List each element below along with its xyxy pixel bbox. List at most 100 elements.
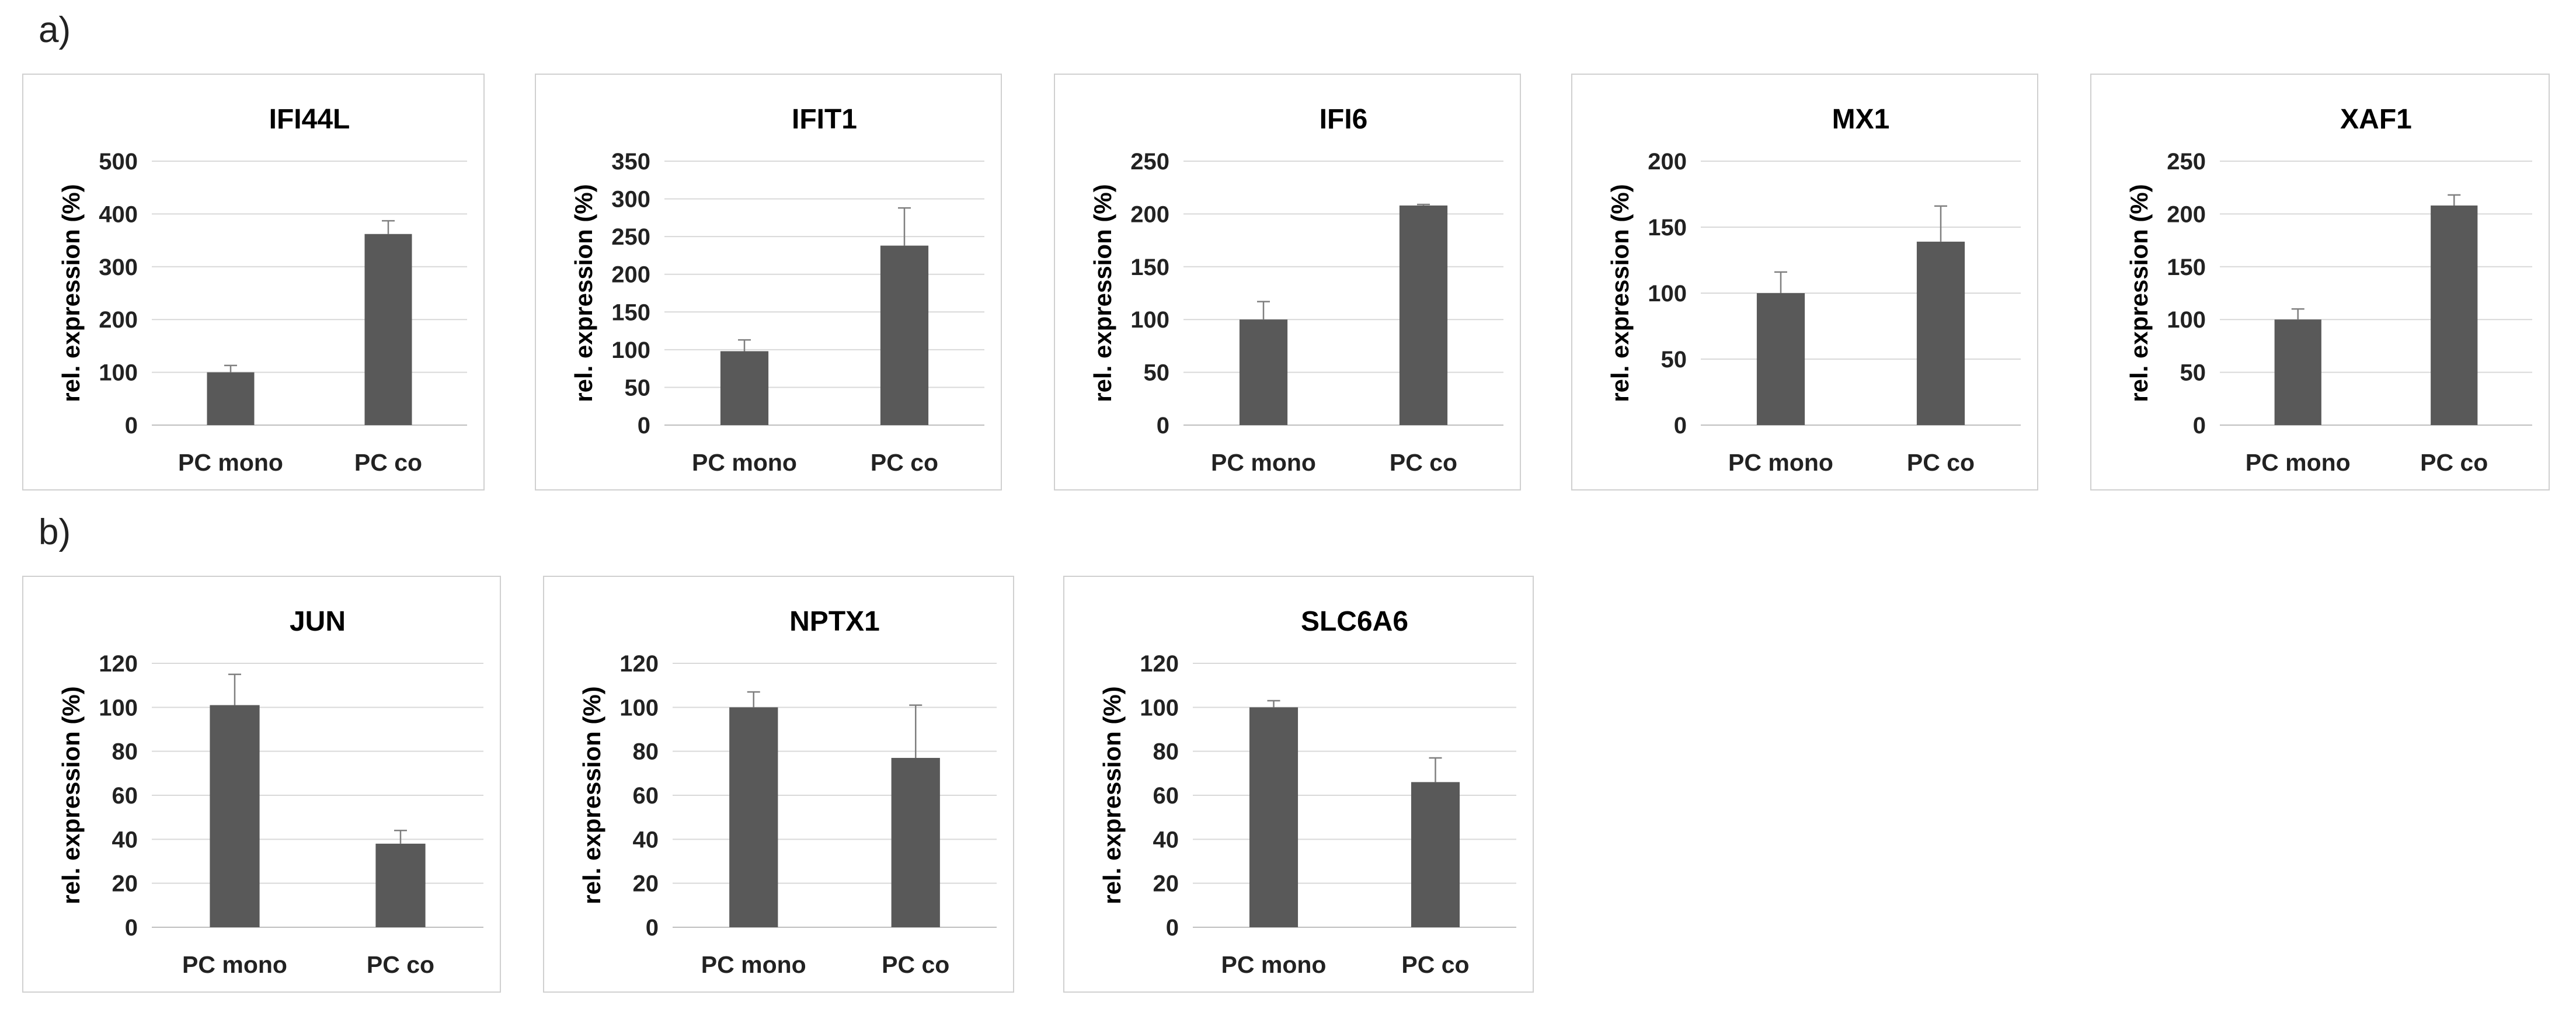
category-label: PC co [871, 449, 938, 476]
y-tick-label: 120 [1140, 651, 1179, 677]
category-label: PC co [354, 449, 422, 476]
y-tick-label: 250 [1130, 149, 1169, 175]
bar-pc-co [880, 245, 929, 425]
category-label: PC mono [2246, 449, 2351, 476]
y-tick-label: 50 [2180, 360, 2206, 386]
bar-pc-mono [1756, 293, 1805, 425]
y-tick-label: 80 [1153, 739, 1179, 765]
category-label: PC co [1390, 449, 1457, 476]
chart-title: SLC6A6 [1301, 606, 1408, 637]
y-tick-label: 0 [125, 915, 138, 941]
category-label: PC mono [182, 951, 287, 978]
y-tick-label: 0 [125, 413, 138, 439]
y-tick-label: 40 [1153, 827, 1179, 853]
chart-svg: JUN 0 20 40 60 80 100 120 rel. expression (%) PC … [57, 606, 483, 978]
chart-panel-xaf1: XAF1 0 50 100 150 200 250 rel. expression (%) PC… [2090, 74, 2550, 490]
bar-pc-mono [1249, 707, 1299, 927]
y-tick-label: 50 [1144, 360, 1170, 386]
y-tick-label: 0 [2193, 413, 2206, 439]
y-tick-label: 60 [1153, 783, 1179, 809]
panel-label-b: b) [39, 512, 71, 552]
y-axis-title: rel. expression (%) [57, 184, 85, 402]
chart-panel-ifit1: IFIT1 0 50 100 150 200 250 300 350 rel. expressio… [535, 74, 1002, 490]
y-tick-label: 0 [1166, 915, 1179, 941]
y-tick-label: 80 [633, 739, 659, 765]
bar-pc-mono [720, 351, 769, 425]
bar-pc-mono [729, 707, 778, 927]
y-tick-label: 300 [611, 187, 650, 213]
y-axis-title: rel. expression (%) [1098, 686, 1126, 904]
chart-svg: NPTX1 0 20 40 60 80 100 120 rel. expression (%) P… [578, 606, 997, 978]
chart-panel-slc6a6: SLC6A6 0 20 40 60 80 100 120 rel. expression (%)… [1063, 576, 1534, 993]
y-tick-label: 120 [99, 651, 138, 677]
chart-svg: IFIT1 0 50 100 150 200 250 300 350 rel. expressio… [570, 104, 984, 476]
y-axis-title: rel. expression (%) [1089, 184, 1116, 402]
y-tick-label: 100 [99, 360, 138, 386]
chart-svg: IFI44L 0 100 200 300 400 500 rel. expression (%… [57, 104, 467, 476]
bar-pc-co [1916, 241, 1965, 425]
y-tick-label: 250 [611, 224, 650, 250]
y-tick-label: 120 [619, 651, 659, 677]
y-tick-label: 20 [633, 871, 659, 897]
chart-title: JUN [290, 606, 346, 637]
category-label: PC mono [1728, 449, 1833, 476]
y-tick-label: 0 [1157, 413, 1169, 439]
chart-panel-ifi44l: IFI44L 0 100 200 300 400 500 rel. expression (%… [22, 74, 485, 490]
chart-svg: XAF1 0 50 100 150 200 250 rel. expression (%) PC… [2125, 104, 2532, 476]
bar-pc-mono [2274, 319, 2321, 425]
category-label: PC mono [692, 449, 797, 476]
y-tick-label: 0 [1674, 413, 1687, 439]
y-tick-label: 250 [2167, 149, 2206, 175]
category-label: PC co [2420, 449, 2488, 476]
panel-label-a: a) [39, 10, 71, 50]
category-label: PC co [367, 951, 434, 978]
y-tick-label: 100 [1648, 281, 1687, 307]
y-tick-label: 350 [611, 149, 650, 175]
y-tick-label: 300 [99, 255, 138, 280]
chart-title: NPTX1 [789, 606, 880, 637]
chart-title: IFI6 [1320, 104, 1368, 135]
chart-title: XAF1 [2340, 104, 2412, 135]
y-tick-label: 200 [99, 307, 138, 333]
y-tick-label: 40 [112, 827, 138, 853]
y-tick-label: 0 [638, 413, 650, 439]
bar-pc-mono [210, 705, 260, 927]
category-label: PC mono [701, 951, 806, 978]
chart-svg: SLC6A6 0 20 40 60 80 100 120 rel. expression (%)… [1098, 606, 1516, 978]
y-tick-label: 100 [99, 695, 138, 721]
y-tick-label: 50 [625, 375, 651, 401]
y-tick-label: 200 [611, 262, 650, 288]
chart-svg: IFI6 0 50 100 150 200 250 rel. expression (%) PC… [1089, 104, 1503, 476]
category-label: PC mono [1221, 951, 1327, 978]
y-axis-title: rel. expression (%) [578, 686, 605, 904]
y-tick-label: 200 [2167, 201, 2206, 227]
bar-pc-co [375, 843, 426, 927]
y-tick-label: 100 [619, 695, 659, 721]
y-tick-label: 150 [611, 300, 650, 325]
chart-title: MX1 [1832, 104, 1890, 135]
chart-svg: MX1 0 50 100 150 200 rel. expression (%) PC mon… [1606, 104, 2021, 476]
category-label: PC mono [1211, 449, 1316, 476]
chart-panel-mx1: MX1 0 50 100 150 200 rel. expression (%) PC mon… [1571, 74, 2038, 490]
y-tick-label: 20 [112, 871, 138, 897]
y-tick-label: 150 [1130, 255, 1169, 280]
y-axis-title: rel. expression (%) [570, 184, 597, 402]
y-tick-label: 80 [112, 739, 138, 765]
y-tick-label: 400 [99, 201, 138, 227]
y-tick-label: 100 [1140, 695, 1179, 721]
chart-panel-jun: JUN 0 20 40 60 80 100 120 rel. expression (%) PC … [22, 576, 501, 993]
bar-pc-co [891, 757, 940, 927]
y-tick-label: 20 [1153, 871, 1179, 897]
category-label: PC co [882, 951, 949, 978]
y-tick-label: 100 [611, 338, 650, 363]
chart-panel-ifi6: IFI6 0 50 100 150 200 250 rel. expression (%) PC… [1054, 74, 1521, 490]
y-tick-label: 100 [1130, 307, 1169, 333]
bar-pc-co [364, 234, 412, 425]
bar-pc-co [1411, 782, 1460, 927]
category-label: PC co [1907, 449, 1975, 476]
y-tick-label: 150 [2167, 255, 2206, 280]
y-tick-label: 500 [99, 149, 138, 175]
y-tick-label: 200 [1130, 201, 1169, 227]
chart-panel-nptx1: NPTX1 0 20 40 60 80 100 120 rel. expression (%) P… [543, 576, 1014, 993]
bar-pc-co [2431, 205, 2478, 425]
